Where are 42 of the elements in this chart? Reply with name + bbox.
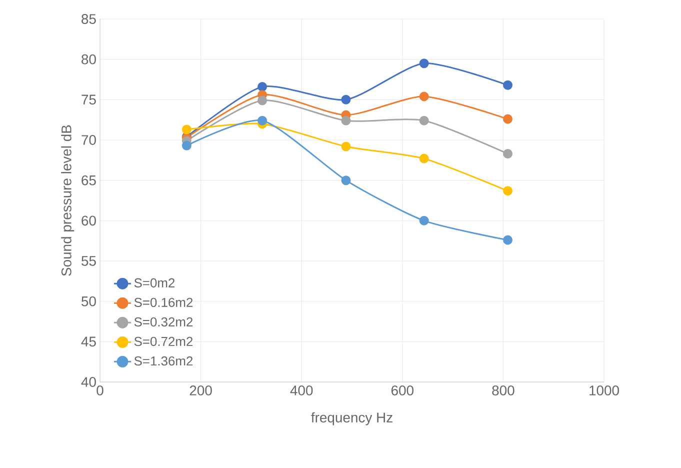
point: [258, 82, 268, 92]
x-tick-label: 600: [391, 386, 414, 396]
point: [419, 116, 429, 126]
y-tick-label: 80: [82, 54, 96, 64]
legend-label: S=0.72m2: [134, 336, 193, 346]
point: [419, 154, 429, 164]
y-tick-label: 70: [82, 135, 96, 145]
point: [258, 116, 268, 126]
y-tick-label: 45: [81, 336, 96, 347]
x-tick-label: 400: [290, 386, 313, 396]
legend-label: S=0.16m2: [134, 298, 193, 307]
y-tick-label: 60: [82, 216, 96, 226]
y-tick-label: 75: [82, 94, 96, 105]
point: [502, 148, 512, 158]
x-axis-title: frequency Hz: [311, 412, 392, 426]
x-tick-label: 1000: [590, 386, 619, 396]
x-tick-label: 200: [190, 386, 212, 396]
point: [502, 235, 512, 245]
y-tick-label: 85: [82, 14, 96, 24]
point: [182, 140, 192, 150]
point: [502, 186, 512, 196]
point: [182, 124, 192, 134]
point: [341, 94, 351, 104]
point: [341, 176, 351, 186]
y-tick-label: 40: [81, 377, 96, 387]
legend-label: S=1.36m2: [134, 356, 193, 366]
x-tick-label: 800: [492, 386, 514, 396]
legend-label: S=0.32m2: [134, 317, 193, 327]
point: [419, 216, 429, 226]
y-tick-label: 55: [82, 256, 96, 266]
point: [419, 58, 429, 68]
point: [502, 80, 512, 90]
point: [258, 96, 268, 106]
legend-label: S=0m2: [134, 278, 175, 288]
point: [341, 142, 351, 152]
y-tick-label: 65: [82, 175, 96, 186]
point: [419, 92, 429, 102]
y-tick-label: 50: [82, 296, 96, 306]
y-axis-title: Sound pressure level dB: [61, 125, 74, 276]
x-tick-label: 0: [96, 386, 104, 396]
point: [502, 114, 512, 124]
point: [341, 116, 351, 126]
